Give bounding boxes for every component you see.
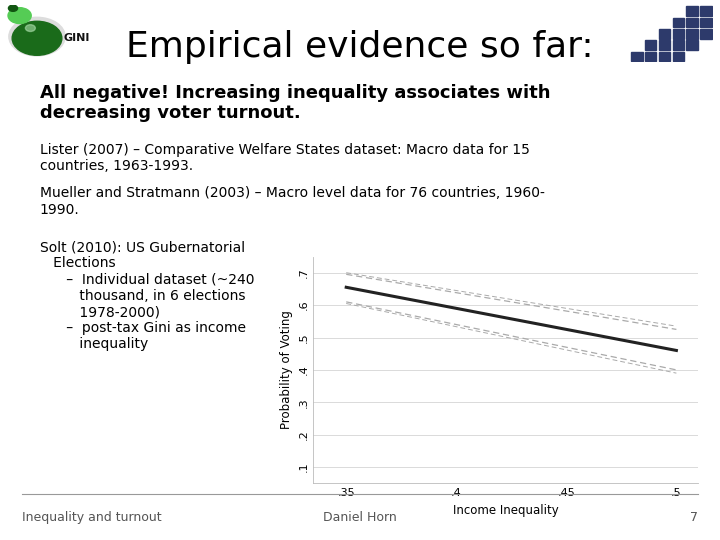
Bar bbox=[659, 52, 670, 61]
Text: Empirical evidence so far:: Empirical evidence so far: bbox=[126, 30, 594, 64]
Bar bbox=[686, 40, 698, 50]
Circle shape bbox=[9, 17, 65, 56]
Circle shape bbox=[9, 5, 17, 11]
Bar bbox=[672, 18, 684, 27]
Bar bbox=[659, 29, 670, 38]
Bar bbox=[672, 52, 684, 61]
Bar bbox=[686, 29, 698, 38]
Bar bbox=[645, 40, 657, 50]
Text: Mueller and Stratmann (2003) – Macro level data for 76 countries, 1960-
1990.: Mueller and Stratmann (2003) – Macro lev… bbox=[40, 186, 544, 217]
Text: Daniel Horn: Daniel Horn bbox=[323, 511, 397, 524]
Text: GINI: GINI bbox=[63, 33, 90, 43]
Text: Solt (2010): US Gubernatorial
   Elections
      –  Individual dataset (~240
   : Solt (2010): US Gubernatorial Elections … bbox=[40, 240, 254, 352]
Bar bbox=[659, 40, 670, 50]
Text: All negative! Increasing inequality associates with
decreasing voter turnout.: All negative! Increasing inequality asso… bbox=[40, 84, 550, 123]
Bar bbox=[672, 29, 684, 38]
Bar bbox=[645, 52, 657, 61]
Bar bbox=[686, 6, 698, 16]
Bar bbox=[631, 52, 643, 61]
X-axis label: Income Inequality: Income Inequality bbox=[453, 504, 559, 517]
Circle shape bbox=[8, 8, 31, 24]
Bar bbox=[700, 29, 711, 38]
Bar bbox=[700, 18, 711, 27]
Text: Lister (2007) – Comparative Welfare States dataset: Macro data for 15
countries,: Lister (2007) – Comparative Welfare Stat… bbox=[40, 143, 529, 173]
Circle shape bbox=[25, 25, 35, 31]
Y-axis label: Probability of Voting: Probability of Voting bbox=[280, 310, 293, 429]
Bar bbox=[686, 18, 698, 27]
Text: 7: 7 bbox=[690, 511, 698, 524]
Circle shape bbox=[12, 21, 62, 55]
Bar bbox=[672, 40, 684, 50]
Text: Inequality and turnout: Inequality and turnout bbox=[22, 511, 161, 524]
Bar bbox=[700, 6, 711, 16]
